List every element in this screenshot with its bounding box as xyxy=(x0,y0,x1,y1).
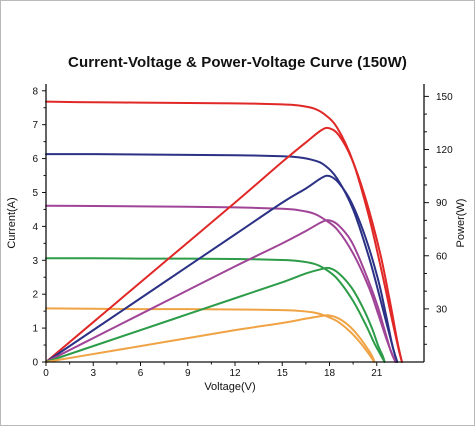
y2-tick-label: 30 xyxy=(436,304,448,315)
y-tick-label: 1 xyxy=(32,324,38,335)
x-tick-label: 12 xyxy=(229,368,241,379)
y-axis-label: Current(A) xyxy=(6,197,18,248)
pv-curve-orange xyxy=(45,314,376,363)
x-tick-label: 3 xyxy=(90,368,96,379)
x-tick-label: 15 xyxy=(277,368,289,379)
curves-layer xyxy=(45,100,403,363)
pv-curve-navy xyxy=(45,174,399,363)
y-tick-label: 0 xyxy=(32,358,38,369)
iv-curve-orange xyxy=(45,307,376,363)
y-tick-label: 3 xyxy=(32,256,38,267)
y2-tick-label: 120 xyxy=(436,145,453,156)
x-tick-label: 6 xyxy=(138,368,144,379)
iv-curve-navy xyxy=(45,153,399,363)
y-tick-label: 2 xyxy=(32,290,38,301)
y2-tick-label: 60 xyxy=(436,251,448,262)
x-tick-label: 21 xyxy=(371,368,383,379)
pv-curve-red xyxy=(45,126,403,363)
y2-tick-label: 90 xyxy=(436,198,448,209)
x-tick-label: 18 xyxy=(324,368,336,379)
iv-curve-red xyxy=(45,100,403,363)
x-axis-label: Voltage(V) xyxy=(204,381,255,393)
chart-title: Current-Voltage & Power-Voltage Curve (1… xyxy=(68,54,407,71)
y2-axis-label: Power(W) xyxy=(455,199,467,248)
pv-curve-purple xyxy=(45,219,397,363)
y-tick-label: 6 xyxy=(32,154,38,165)
y-tick-label: 4 xyxy=(32,222,38,233)
iv-curve-green xyxy=(45,257,386,363)
pv-curve-green xyxy=(45,266,386,363)
y2-tick-label: 150 xyxy=(436,92,453,103)
y-tick-label: 8 xyxy=(32,86,38,97)
iv-curve-purple xyxy=(45,204,397,363)
y-tick-label: 7 xyxy=(32,120,38,131)
y-tick-label: 5 xyxy=(32,188,38,199)
x-tick-label: 0 xyxy=(43,368,49,379)
x-tick-label: 9 xyxy=(185,368,191,379)
